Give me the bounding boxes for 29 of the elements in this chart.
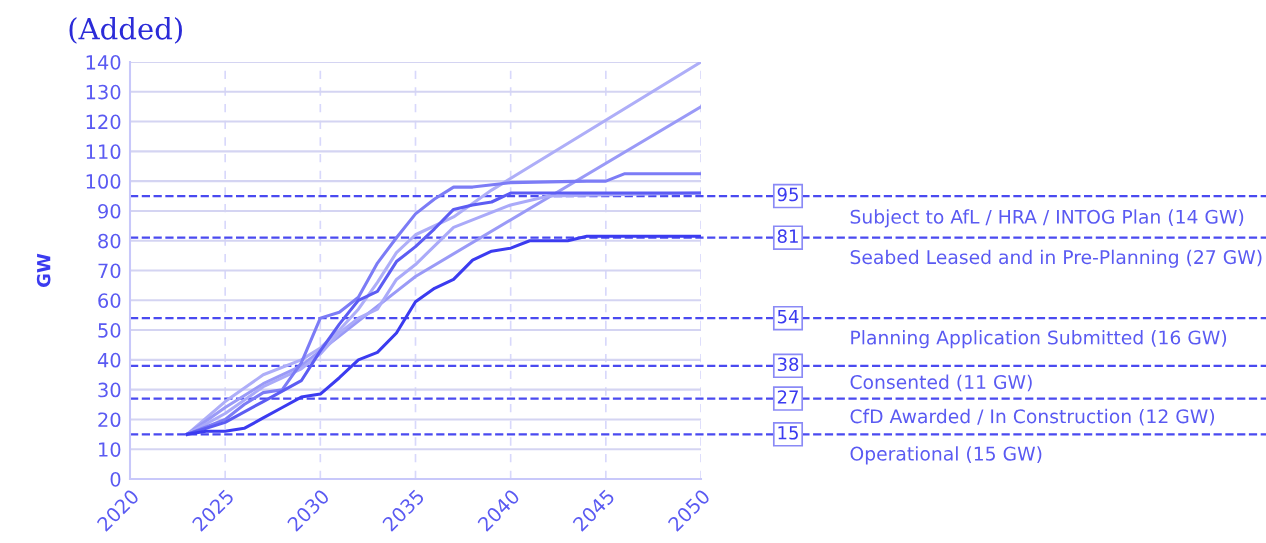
- y-tick-label: 90: [98, 203, 121, 219]
- y-tick-label: 70: [98, 263, 121, 279]
- ref-line-label: 27: [777, 390, 798, 404]
- text: Operational (15 GW): [850, 446, 1042, 465]
- y-axis-title: GW: [36, 253, 51, 287]
- y-tick-label: 10: [99, 442, 121, 457]
- y-tick-label: 80: [98, 233, 121, 249]
- y-tick-label: 100: [86, 174, 121, 189]
- y-tick-label: 20: [98, 412, 121, 428]
- y-tick-label: 120: [86, 114, 121, 130]
- y-tick-label: 30: [98, 382, 121, 398]
- text: Subject to AfL / HRA / INTOG Plan (14 GW): [850, 209, 1244, 228]
- ref-line-label: 54: [777, 309, 799, 324]
- text: CfD Awarded / In Construction (12 GW): [850, 408, 1215, 426]
- y-tick-label: 50: [98, 323, 121, 338]
- ref-line-label: 15: [778, 426, 798, 440]
- text: Consented (11 GW): [850, 374, 1032, 392]
- y-tick-label: 60: [98, 293, 121, 308]
- y-tick-label: 0: [110, 471, 121, 487]
- ref-line-label: 81: [777, 229, 798, 243]
- y-tick-label: 40: [97, 352, 121, 368]
- ref-line-label: 95: [777, 187, 798, 202]
- text: Planning Application Submitted (16 GW): [851, 330, 1227, 349]
- y-tick-label: 140: [86, 54, 121, 70]
- text: Seabed Leased and in Pre-Planning (27 GW): [850, 249, 1262, 268]
- y-tick-label: 110: [86, 144, 121, 160]
- chart-title: (Added): [69, 17, 182, 44]
- ref-line-label: 38: [777, 357, 799, 372]
- y-tick-label: 130: [86, 84, 121, 100]
